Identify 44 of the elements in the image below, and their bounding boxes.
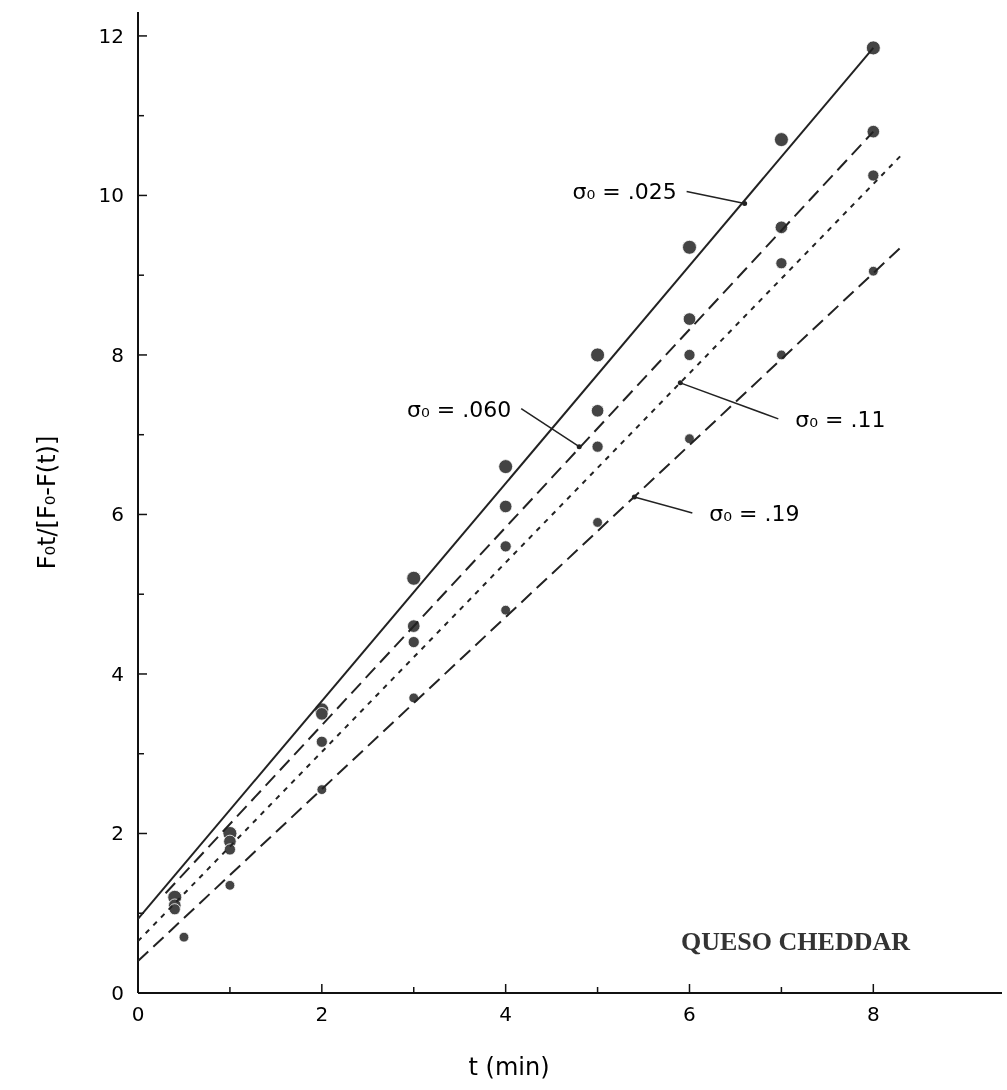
point xyxy=(684,433,695,444)
x-axis-title: t (min) xyxy=(468,1053,550,1081)
point xyxy=(223,843,236,856)
y-tick-label: 8 xyxy=(111,342,124,367)
point xyxy=(590,347,605,363)
point xyxy=(591,440,604,453)
y-tick-label: 12 xyxy=(98,23,124,48)
point xyxy=(500,604,511,616)
point xyxy=(683,348,696,361)
annotation: σ₀ = .060 xyxy=(407,396,512,422)
point xyxy=(315,735,328,748)
point xyxy=(407,636,420,649)
point xyxy=(682,239,697,255)
annotation: σ₀ = .19 xyxy=(709,500,800,526)
point xyxy=(867,169,880,182)
x-tick-label: 6 xyxy=(683,1002,696,1026)
point xyxy=(592,517,603,528)
point xyxy=(406,570,422,586)
point xyxy=(498,459,514,475)
y-axis-title: F₀t/[F₀-F(t)] xyxy=(33,435,61,570)
point xyxy=(682,312,697,326)
point xyxy=(224,880,236,891)
x-tick-label: 0 xyxy=(131,1002,145,1026)
y-tick-label: 6 xyxy=(111,502,124,527)
point xyxy=(774,132,789,148)
point xyxy=(168,903,181,916)
x-tick-label: 4 xyxy=(499,1002,513,1026)
annotation: QUESO CHEDDAR xyxy=(681,927,911,956)
annotation: σ₀ = .025 xyxy=(572,179,677,205)
point xyxy=(178,931,190,943)
y-tick-label: 0 xyxy=(111,981,124,1005)
point xyxy=(775,257,788,270)
point xyxy=(866,124,881,139)
y-tick-label: 4 xyxy=(111,661,124,686)
point xyxy=(315,707,329,721)
point xyxy=(590,404,605,418)
x-tick-label: 8 xyxy=(866,1002,880,1026)
point xyxy=(499,540,512,553)
point xyxy=(498,499,513,514)
x-tick-label: 2 xyxy=(315,1002,329,1026)
y-tick-label: 10 xyxy=(98,183,124,208)
y-tick-label: 2 xyxy=(111,821,124,846)
annotation: σ₀ = .11 xyxy=(795,406,886,432)
point xyxy=(316,784,328,795)
